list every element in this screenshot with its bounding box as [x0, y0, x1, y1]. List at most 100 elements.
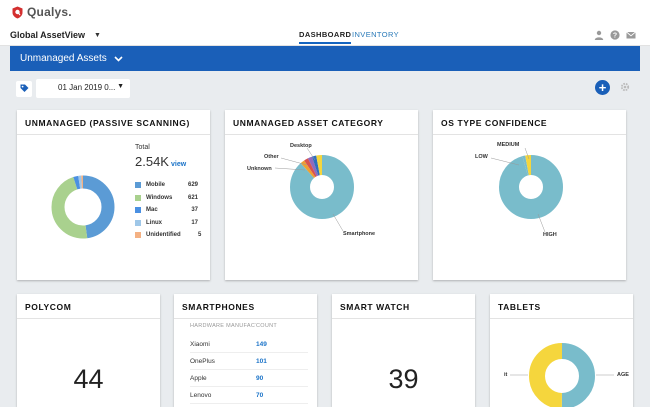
- qualys-logo[interactable]: Qualys.: [12, 5, 72, 19]
- leader-line: [274, 167, 306, 171]
- count-link[interactable]: 149: [256, 340, 267, 348]
- widget-title: UNMANAGED ASSET CATEGORY: [233, 118, 384, 128]
- tablets-donut-chart[interactable]: [490, 294, 633, 407]
- legend-label: Mac: [146, 207, 158, 214]
- os-confidence-donut-chart[interactable]: [433, 110, 626, 280]
- donut-slice-unidentified[interactable]: [51, 175, 115, 239]
- leader-line: [332, 213, 344, 232]
- widget-smartphones[interactable]: SMARTPHONES HARDWARE MANUFACTUR COUNT Xi…: [174, 294, 317, 407]
- label-medium: MEDIUM: [497, 142, 520, 148]
- view-link[interactable]: view: [170, 161, 187, 168]
- label-high: HIGH: [543, 232, 557, 238]
- donut-slice-medium[interactable]: [499, 155, 563, 219]
- donut-slice-yellow[interactable]: [290, 155, 354, 219]
- legend-item-windows[interactable]: Windows 621: [135, 192, 205, 205]
- widget-title: TABLETS: [498, 302, 541, 312]
- help-icon[interactable]: ?: [610, 30, 620, 40]
- widget-polycom[interactable]: POLYCOM 44: [17, 294, 160, 407]
- widget-title: POLYCOM: [25, 302, 72, 312]
- label-low: LOW: [475, 154, 488, 160]
- tag-icon[interactable]: [16, 80, 32, 97]
- top-bar: Qualys.: [0, 0, 650, 26]
- module-bar: Global AssetView ▼ DASHBOARD INVENTORY ?: [0, 26, 650, 46]
- widget-asset-category[interactable]: UNMANAGED ASSET CATEGORY Desktop Other U…: [225, 110, 418, 280]
- legend-swatch: [135, 194, 141, 201]
- add-widget-button[interactable]: +: [595, 80, 610, 95]
- legend-item-mobile[interactable]: Mobile 629: [135, 179, 205, 192]
- count-link[interactable]: 101: [256, 357, 267, 365]
- table-row[interactable]: Lenovo 70: [190, 387, 308, 404]
- smart-watch-count[interactable]: 39: [388, 364, 419, 394]
- legend-item-unidentified[interactable]: Unidentified 5: [135, 229, 205, 242]
- widget-title: UNMANAGED (PASSIVE SCANNING): [25, 118, 190, 128]
- dashboard-selector[interactable]: Unmanaged Assets: [10, 46, 640, 71]
- legend-value: 629: [187, 182, 198, 189]
- total-value: 2.54K view: [135, 154, 186, 169]
- tab-dashboard[interactable]: DASHBOARD: [299, 30, 352, 44]
- passive-legend: Mobile 629 Windows 621 Mac 37 Linux 17 Unide…: [135, 179, 205, 242]
- legend-item-mac[interactable]: Mac 37: [135, 204, 205, 217]
- divider: [17, 318, 160, 319]
- date-range-value: 01 Jan 2019 0...: [58, 83, 116, 92]
- divider: [490, 318, 633, 319]
- total-label: Total: [135, 144, 150, 151]
- widget-title: OS TYPE CONFIDENCE: [441, 118, 548, 128]
- date-range-select[interactable]: 01 Jan 2019 0... ▼: [36, 79, 130, 98]
- chevron-down-icon: [114, 54, 123, 64]
- legend-label: Windows: [146, 194, 173, 201]
- category-donut-chart[interactable]: [225, 110, 418, 280]
- legend-item-linux[interactable]: Linux 17: [135, 217, 205, 230]
- user-icon[interactable]: [594, 30, 604, 40]
- label-smartphone: Smartphone: [343, 231, 376, 237]
- svg-text:?: ?: [613, 33, 617, 40]
- count-link[interactable]: 90: [256, 374, 264, 382]
- label-right: AGE: [617, 372, 629, 378]
- column-header-count[interactable]: COUNT: [256, 323, 278, 329]
- leader-line: [524, 147, 530, 160]
- legend-value: 621: [187, 194, 198, 201]
- polycom-count[interactable]: 44: [73, 364, 104, 394]
- divider: [17, 134, 210, 135]
- qualys-shield-icon: [12, 6, 23, 18]
- tab-inventory[interactable]: INVENTORY: [352, 30, 400, 39]
- legend-label: Unidentified: [146, 232, 181, 239]
- column-header-manufacturer[interactable]: HARDWARE MANUFACTUR: [190, 323, 256, 329]
- donut-slice-windows[interactable]: [51, 175, 115, 239]
- table-row[interactable]: Xiaomi 149: [190, 336, 308, 353]
- widget-smart-watch[interactable]: SMART WATCH 39: [332, 294, 475, 407]
- manufacturer-cell: OnePlus: [190, 357, 215, 365]
- label-unknown: Unknown: [247, 166, 272, 172]
- widget-os-confidence[interactable]: OS TYPE CONFIDENCE MEDIUM LOW HIGH: [433, 110, 626, 280]
- legend-swatch: [135, 232, 141, 239]
- widget-unmanaged-passive[interactable]: UNMANAGED (PASSIVE SCANNING) Total 2.54K…: [17, 110, 210, 280]
- widget-title: SMART WATCH: [340, 302, 410, 312]
- donut-slice-yellow[interactable]: [529, 343, 595, 407]
- dropdown-arrow-icon: ▼: [117, 83, 124, 90]
- gear-icon[interactable]: [620, 82, 630, 92]
- total-count: 2.54K: [135, 154, 169, 169]
- label-other: Other: [264, 154, 279, 160]
- module-switcher[interactable]: Global AssetView ▼: [10, 30, 101, 40]
- brand-name: Qualys.: [27, 5, 72, 19]
- leader-line: [537, 213, 546, 233]
- table-header: HARDWARE MANUFACTUR COUNT: [190, 323, 277, 329]
- module-name: Global AssetView: [10, 30, 86, 40]
- divider: [225, 134, 418, 135]
- manufacturer-cell: Apple: [190, 374, 207, 382]
- label-desktop: Desktop: [290, 143, 312, 149]
- table-row[interactable]: OnePlus 101: [190, 353, 308, 370]
- leader-line: [490, 157, 520, 166]
- mail-icon[interactable]: [626, 30, 636, 40]
- widget-tablets[interactable]: TABLETS it AGE: [490, 294, 633, 407]
- legend-value: 5: [198, 232, 202, 239]
- manufacturer-cell: Xiaomi: [190, 340, 210, 348]
- count-link[interactable]: 70: [256, 391, 264, 399]
- divider: [433, 134, 626, 135]
- label-left: it: [504, 372, 508, 378]
- legend-swatch: [135, 182, 141, 189]
- table-row[interactable]: Apple 90: [190, 370, 308, 387]
- header-actions: ?: [594, 30, 636, 40]
- passive-donut-chart[interactable]: [17, 110, 210, 280]
- leader-line: [306, 147, 316, 161]
- widget-title: SMARTPHONES: [182, 302, 255, 312]
